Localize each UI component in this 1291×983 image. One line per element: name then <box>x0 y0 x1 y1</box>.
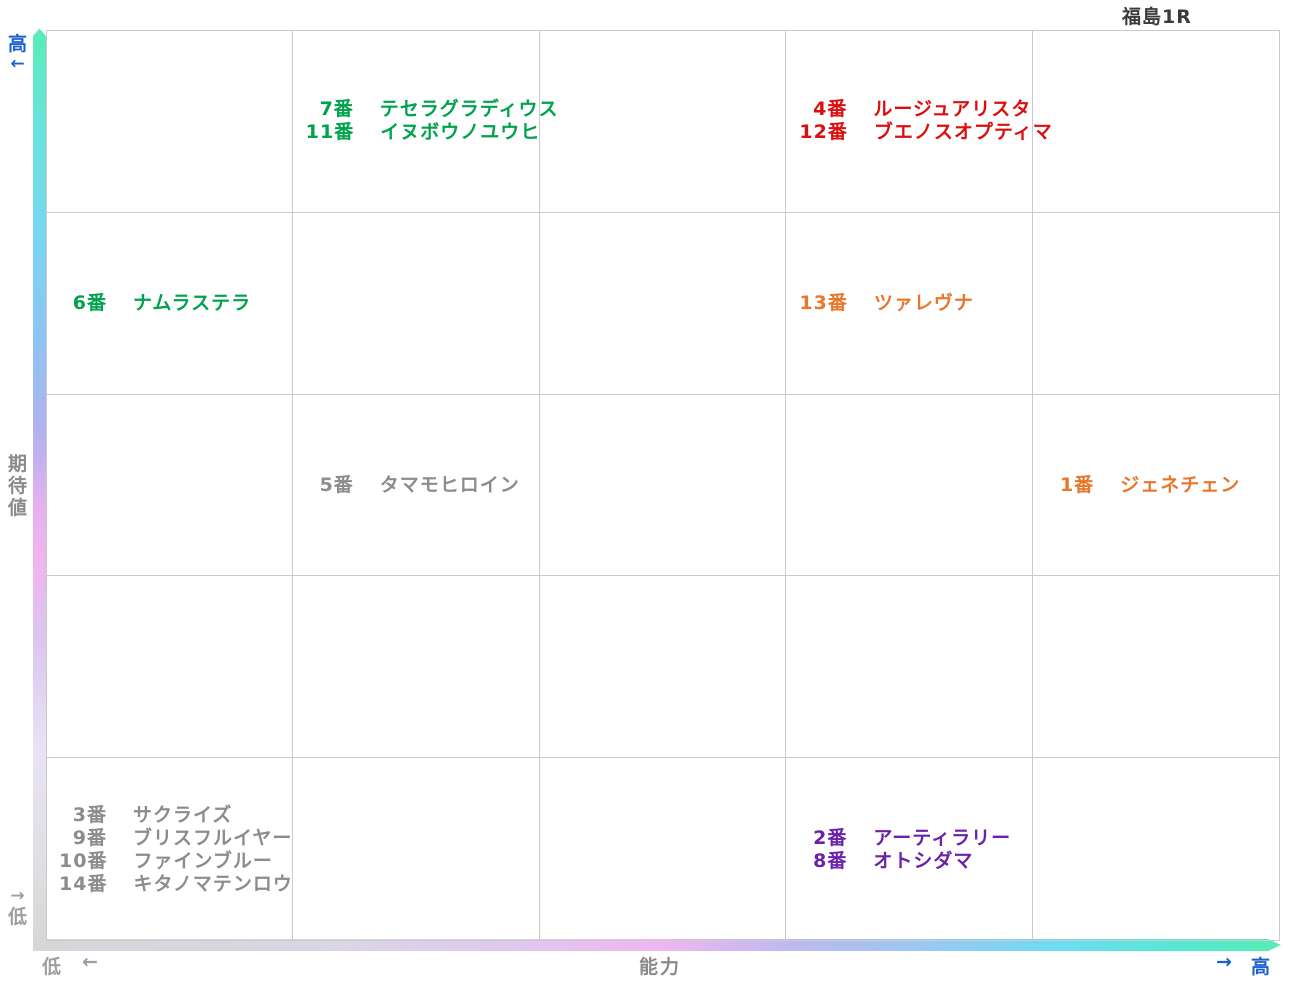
horse-number: 14番 <box>59 872 108 895</box>
grid-cell <box>293 758 540 940</box>
horse-entry: 5番 タマモヒロイン <box>306 474 520 497</box>
horse-name: ルージュアリスタ <box>873 98 1032 121</box>
horse-name: キタノマテンロウ <box>133 872 293 895</box>
horse-number: 9番 <box>72 826 107 849</box>
horse-name: ジェネチェン <box>1120 473 1241 496</box>
y-high-text: 高 <box>8 33 28 55</box>
horse-entry: 8番 オトシダマ <box>799 850 973 873</box>
horse-entry: 3番 サクライズ <box>59 804 232 827</box>
horse-groups-layer: 7番 テセラグラディウス 11番 イヌボウノユウヒ 4番 ルージュアリスタ 12番 ブエノスオ… <box>46 30 1280 941</box>
x-axis-title: 能力 <box>639 956 682 978</box>
y-low-text: 低 <box>8 906 28 928</box>
x-axis-low-label: 低 <box>42 956 62 978</box>
plot-grid <box>46 30 1280 941</box>
horse-number: 8番 <box>813 849 848 872</box>
horse-name: ナムラステラ <box>133 291 252 314</box>
horse-entry: 12番 ブエノスオプティマ <box>799 121 1052 144</box>
grid-cell <box>47 394 294 577</box>
grid-cell <box>47 576 294 759</box>
grid-cell <box>786 31 1033 213</box>
grid-cell <box>539 394 787 577</box>
horse-name: タマモヒロイン <box>379 473 520 496</box>
horse-group: 5番 タマモヒロイン <box>293 394 540 576</box>
grid-cell <box>1032 31 1279 213</box>
y-low-arrow-icon: → <box>10 886 25 906</box>
horse-name: イヌボウノユウヒ <box>380 121 541 144</box>
horse-number: 6番 <box>72 291 107 314</box>
horse-entry: 9番 ブリスフルイヤー <box>59 827 292 850</box>
horse-group: 4番 ルージュアリスタ 12番 ブエノスオプティマ <box>786 30 1051 212</box>
grid-cell <box>786 212 1033 395</box>
horse-group: 2番 アーティラリー 8番 オトシダマ <box>786 759 1033 941</box>
grid-cell <box>47 758 294 940</box>
horse-entry: 11番 イヌボウノユウヒ <box>306 121 540 144</box>
horse-number: 1番 <box>1059 473 1095 496</box>
horse-name: ブエノスオプティマ <box>873 121 1053 144</box>
horse-group: 13番 ツァレヴナ <box>786 212 1033 394</box>
horse-name: ファインブルー <box>133 849 273 872</box>
horse-number: 3番 <box>72 803 107 826</box>
horse-name: テセラグラディウス <box>379 98 559 121</box>
horse-group: 7番 テセラグラディウス 11番 イヌボウノユウヒ <box>293 30 558 212</box>
horse-entry: 13番 ツァレヴナ <box>799 292 973 315</box>
grid-cell <box>539 576 787 759</box>
x-low-arrow-icon: ← <box>82 951 98 973</box>
horse-entry: 10番 ファインブルー <box>59 850 273 873</box>
grid-cell <box>540 758 787 940</box>
grid-cell <box>786 758 1033 940</box>
race-title: 福島1R <box>1122 6 1192 28</box>
horse-name: ブリスフルイヤー <box>133 826 293 849</box>
grid-cell <box>293 576 540 759</box>
horse-number: 4番 <box>813 98 848 121</box>
horse-entry: 7番 テセラグラディウス <box>306 98 559 121</box>
grid-cell <box>786 394 1033 577</box>
grid-cell <box>1032 395 1279 577</box>
grid-cell <box>47 212 294 395</box>
horse-number: 11番 <box>305 121 355 144</box>
x-axis-high-label: 高 <box>1251 956 1271 978</box>
horse-name: サクライズ <box>133 803 233 826</box>
horse-entry: 6番 ナムラステラ <box>59 292 251 315</box>
horse-number: 13番 <box>799 291 848 314</box>
horse-number: 10番 <box>59 849 108 872</box>
horse-name: アーティラリー <box>873 826 1012 849</box>
grid-cell <box>293 394 540 577</box>
horse-number: 2番 <box>813 826 848 849</box>
grid-cell <box>539 212 787 395</box>
grid-cell <box>786 576 1033 759</box>
y-axis-high-label: 高 ← <box>8 34 27 74</box>
horse-number: 7番 <box>319 98 354 121</box>
horse-entry: 4番 ルージュアリスタ <box>799 98 1031 121</box>
y-axis-bar <box>33 28 46 951</box>
y-high-arrow-icon: ← <box>10 54 25 74</box>
horse-entry: 1番 ジェネチェン <box>1046 474 1240 497</box>
grid-cell <box>539 31 787 213</box>
horse-entry: 14番 キタノマテンロウ <box>59 873 293 896</box>
grid-cell <box>47 31 294 213</box>
grid-cell <box>293 212 540 395</box>
y-axis-title: 期待値 <box>8 453 28 519</box>
horse-entry: 2番 アーティラリー <box>799 827 1011 850</box>
horse-name: オトシダマ <box>873 849 974 872</box>
horse-number: 5番 <box>319 473 354 496</box>
grid-cell <box>293 31 540 213</box>
horse-group: 3番 サクライズ 9番 ブリスフルイヤー 10番 ファインブルー 14番 キタノマテンロウ <box>46 759 293 941</box>
grid-cell <box>1032 213 1279 395</box>
grid-cell <box>1032 576 1279 759</box>
y-axis-low-label: → 低 <box>8 886 27 928</box>
horse-name: ツァレヴナ <box>873 291 974 314</box>
x-high-arrow-icon: → <box>1216 951 1232 973</box>
horse-group: 6番 ナムラステラ <box>46 212 293 394</box>
horse-number: 12番 <box>799 121 848 144</box>
horse-group: 1番 ジェネチェン <box>1033 394 1280 576</box>
